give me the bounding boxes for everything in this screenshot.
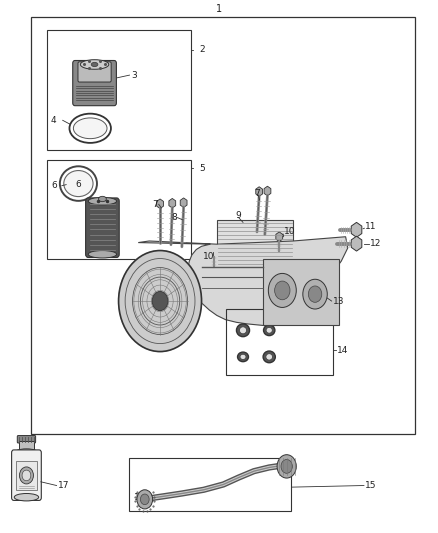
Bar — [16, 461, 37, 490]
Polygon shape — [276, 232, 283, 241]
Text: 10: 10 — [284, 228, 295, 237]
Circle shape — [308, 286, 322, 302]
Text: 1: 1 — [216, 4, 222, 14]
FancyBboxPatch shape — [85, 198, 119, 257]
Bar — [46, 30, 191, 150]
Ellipse shape — [91, 62, 98, 67]
Ellipse shape — [237, 352, 248, 362]
Circle shape — [152, 292, 168, 311]
Bar — [263, 259, 339, 325]
Ellipse shape — [240, 327, 247, 334]
Text: 6: 6 — [75, 180, 81, 189]
Ellipse shape — [81, 60, 109, 69]
Bar — [46, 160, 191, 259]
Text: 7: 7 — [254, 189, 260, 198]
Ellipse shape — [74, 118, 107, 139]
Polygon shape — [180, 198, 187, 207]
Bar — [206, 248, 218, 265]
Circle shape — [303, 279, 327, 309]
Circle shape — [295, 253, 301, 260]
Ellipse shape — [64, 171, 93, 197]
Ellipse shape — [14, 494, 39, 501]
Ellipse shape — [266, 327, 272, 333]
Bar — [226, 309, 332, 375]
Text: 16: 16 — [134, 493, 145, 502]
Circle shape — [277, 455, 296, 478]
Circle shape — [208, 253, 215, 260]
Ellipse shape — [237, 324, 250, 337]
Ellipse shape — [13, 449, 39, 458]
Text: 4: 4 — [51, 116, 57, 125]
Text: 13: 13 — [332, 296, 344, 305]
Circle shape — [281, 459, 292, 473]
Text: 6: 6 — [51, 181, 57, 190]
Bar — [19, 441, 34, 453]
Text: 3: 3 — [132, 70, 138, 79]
Ellipse shape — [264, 325, 275, 336]
Polygon shape — [169, 198, 176, 208]
Polygon shape — [138, 237, 348, 326]
FancyBboxPatch shape — [73, 61, 117, 106]
Ellipse shape — [263, 351, 276, 363]
Polygon shape — [157, 199, 163, 208]
Text: 17: 17 — [57, 481, 69, 490]
Bar — [217, 220, 293, 268]
Circle shape — [119, 251, 201, 352]
FancyBboxPatch shape — [17, 435, 35, 443]
Text: 14: 14 — [337, 346, 348, 355]
Text: 11: 11 — [365, 222, 377, 231]
Polygon shape — [264, 186, 271, 196]
Circle shape — [275, 281, 290, 300]
Text: 15: 15 — [365, 481, 377, 490]
Bar — [130, 458, 291, 511]
Ellipse shape — [266, 354, 272, 360]
Polygon shape — [256, 187, 262, 196]
Ellipse shape — [99, 196, 106, 201]
Bar — [31, 17, 416, 434]
Polygon shape — [210, 247, 217, 257]
Ellipse shape — [88, 251, 117, 258]
Ellipse shape — [88, 197, 117, 205]
Bar — [292, 248, 304, 265]
Text: 8: 8 — [171, 213, 177, 222]
Text: 7: 7 — [152, 200, 158, 209]
Text: 5: 5 — [199, 164, 205, 173]
Circle shape — [19, 467, 33, 484]
Polygon shape — [351, 222, 362, 237]
FancyBboxPatch shape — [78, 62, 111, 82]
Text: 10: 10 — [203, 253, 214, 261]
Text: 12: 12 — [370, 239, 381, 248]
Text: 2: 2 — [199, 45, 205, 54]
Circle shape — [137, 490, 152, 509]
Text: 9: 9 — [235, 212, 241, 221]
Circle shape — [22, 470, 31, 481]
FancyBboxPatch shape — [12, 450, 41, 500]
Polygon shape — [351, 236, 362, 251]
Ellipse shape — [240, 354, 246, 359]
Circle shape — [268, 273, 296, 308]
Circle shape — [141, 494, 149, 505]
